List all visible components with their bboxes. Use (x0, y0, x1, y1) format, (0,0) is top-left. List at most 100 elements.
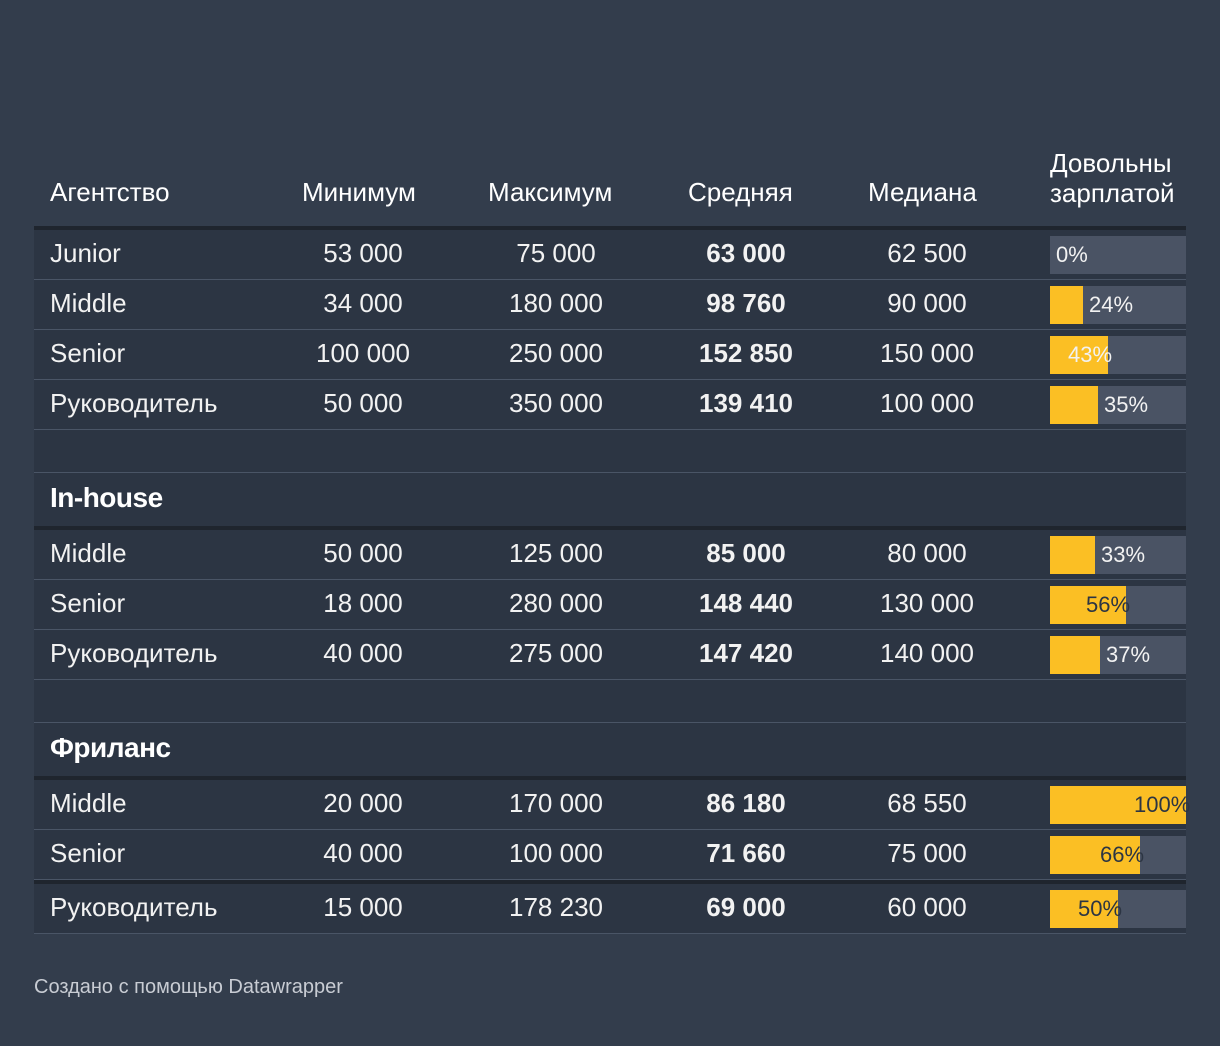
table-row: Руководитель 50 000 350 000 139 410 100 000 3… (34, 380, 1186, 430)
min-cell: 50 000 (323, 538, 403, 568)
satisfaction-bar-fill (1050, 536, 1095, 574)
median-cell: 150 000 (880, 338, 974, 368)
satisfaction-label: 37% (1106, 642, 1151, 667)
min-cell: 20 000 (323, 788, 403, 818)
satisfaction-bar: 0% (1050, 236, 1186, 274)
satisfaction-bar-fill (1050, 286, 1083, 324)
role-cell: Middle (50, 538, 127, 568)
group-spacer (34, 680, 1186, 723)
satisfaction-label: 56% (1086, 592, 1131, 617)
avg-cell: 85 000 (706, 538, 786, 568)
max-cell: 180 000 (509, 288, 603, 318)
satisfaction-bar-fill (1050, 890, 1118, 928)
satisfaction-bar-fill (1050, 336, 1108, 374)
satisfaction-bar: 35% (1050, 386, 1186, 424)
role-cell: Руководитель (50, 388, 218, 418)
median-cell: 130 000 (880, 588, 974, 618)
role-cell: Middle (50, 788, 127, 818)
avg-cell: 139 410 (699, 388, 793, 418)
group-header: Фриланс (34, 723, 1186, 776)
satisfaction-bar-fill (1050, 786, 1186, 824)
satisfaction-bar-fill (1050, 386, 1098, 424)
avg-cell: 86 180 (706, 788, 786, 818)
role-cell: Senior (50, 338, 126, 368)
satisfaction-label: 0% (1056, 242, 1088, 267)
avg-cell: 148 440 (699, 588, 793, 618)
role-cell: Руководитель (50, 638, 218, 668)
satisfaction-label: 24% (1089, 292, 1134, 317)
table-row: Middle 34 000 180 000 98 760 90 000 24% (34, 280, 1186, 330)
satisfaction-bar: 33% (1050, 536, 1186, 574)
divider (34, 880, 1186, 884)
max-cell: 75 000 (516, 238, 596, 268)
header-median: Медиана (868, 177, 977, 207)
median-cell: 140 000 (880, 638, 974, 668)
table-header: Агентство Минимум Максимум Средняя Медиа… (34, 0, 1186, 226)
role-cell: Senior (50, 588, 126, 618)
satisfaction-bar-fill (1050, 636, 1100, 674)
header-satisfied-line2: зарплатой (1050, 178, 1175, 208)
min-cell: 15 000 (323, 892, 403, 922)
table-row: Middle 20 000 170 000 86 180 68 550 100% (34, 780, 1190, 830)
header-max: Максимум (488, 177, 613, 207)
header-avg: Средняя (688, 177, 793, 207)
footer-credit: Создано с помощью Datawrapper (34, 976, 343, 998)
min-cell: 50 000 (323, 388, 403, 418)
median-cell: 60 000 (887, 892, 967, 922)
median-cell: 75 000 (887, 838, 967, 868)
max-cell: 178 230 (509, 892, 603, 922)
avg-cell: 98 760 (706, 288, 786, 318)
satisfaction-bar: 66% (1050, 836, 1186, 874)
min-cell: 100 000 (316, 338, 410, 368)
role-cell: Junior (50, 238, 121, 268)
role-cell: Middle (50, 288, 127, 318)
group-spacer (34, 430, 1186, 473)
max-cell: 280 000 (509, 588, 603, 618)
avg-cell: 147 420 (699, 638, 793, 668)
divider (34, 776, 1186, 780)
header-satisfied: Довольны зарплатой (1050, 148, 1186, 208)
max-cell: 275 000 (509, 638, 603, 668)
satisfaction-bar: 24% (1050, 286, 1186, 324)
satisfaction-bar: 43% (1050, 336, 1186, 374)
table-row: Senior 18 000 280 000 148 440 130 000 56% (34, 580, 1186, 630)
median-cell: 100 000 (880, 388, 974, 418)
satisfaction-bar: 37% (1050, 636, 1186, 674)
satisfaction-label: 33% (1101, 542, 1146, 567)
table-row: Junior 53 000 75 000 63 000 62 500 0% (34, 230, 1186, 280)
median-cell: 62 500 (887, 238, 967, 268)
table-row: Middle 50 000 125 000 85 000 80 000 33% (34, 530, 1186, 580)
group-title: Фриланс (50, 732, 171, 763)
median-cell: 90 000 (887, 288, 967, 318)
satisfaction-label: 43% (1068, 342, 1113, 367)
min-cell: 34 000 (323, 288, 403, 318)
avg-cell: 63 000 (706, 238, 786, 268)
satisfaction-bar: 56% (1050, 586, 1186, 624)
min-cell: 53 000 (323, 238, 403, 268)
avg-cell: 152 850 (699, 338, 793, 368)
group-header: In-house (34, 473, 1186, 526)
median-cell: 80 000 (887, 538, 967, 568)
satisfaction-label: 35% (1104, 392, 1149, 417)
satisfaction-label: 100% (1134, 792, 1191, 817)
satisfaction-bar: 100% (1050, 786, 1190, 824)
min-cell: 40 000 (323, 838, 403, 868)
satisfaction-bar-fill (1050, 836, 1140, 874)
max-cell: 250 000 (509, 338, 603, 368)
satisfaction-label: 50% (1078, 896, 1123, 921)
table-row: Senior 100 000 250 000 152 850 150 000 43% (34, 330, 1186, 380)
header-satisfied-line1: Довольны (1050, 148, 1172, 178)
table-row: Senior 40 000 100 000 71 660 75 000 66% (34, 830, 1186, 880)
satisfaction-bar: 50% (1050, 890, 1186, 928)
role-cell: Senior (50, 838, 126, 868)
max-cell: 125 000 (509, 538, 603, 568)
median-cell: 68 550 (887, 788, 967, 818)
max-cell: 100 000 (509, 838, 603, 868)
max-cell: 170 000 (509, 788, 603, 818)
role-cell: Руководитель (50, 892, 218, 922)
divider (34, 226, 1186, 230)
satisfaction-bar-fill (1050, 586, 1126, 624)
avg-cell: 69 000 (706, 892, 786, 922)
group-title: In-house (50, 482, 163, 513)
min-cell: 18 000 (323, 588, 403, 618)
